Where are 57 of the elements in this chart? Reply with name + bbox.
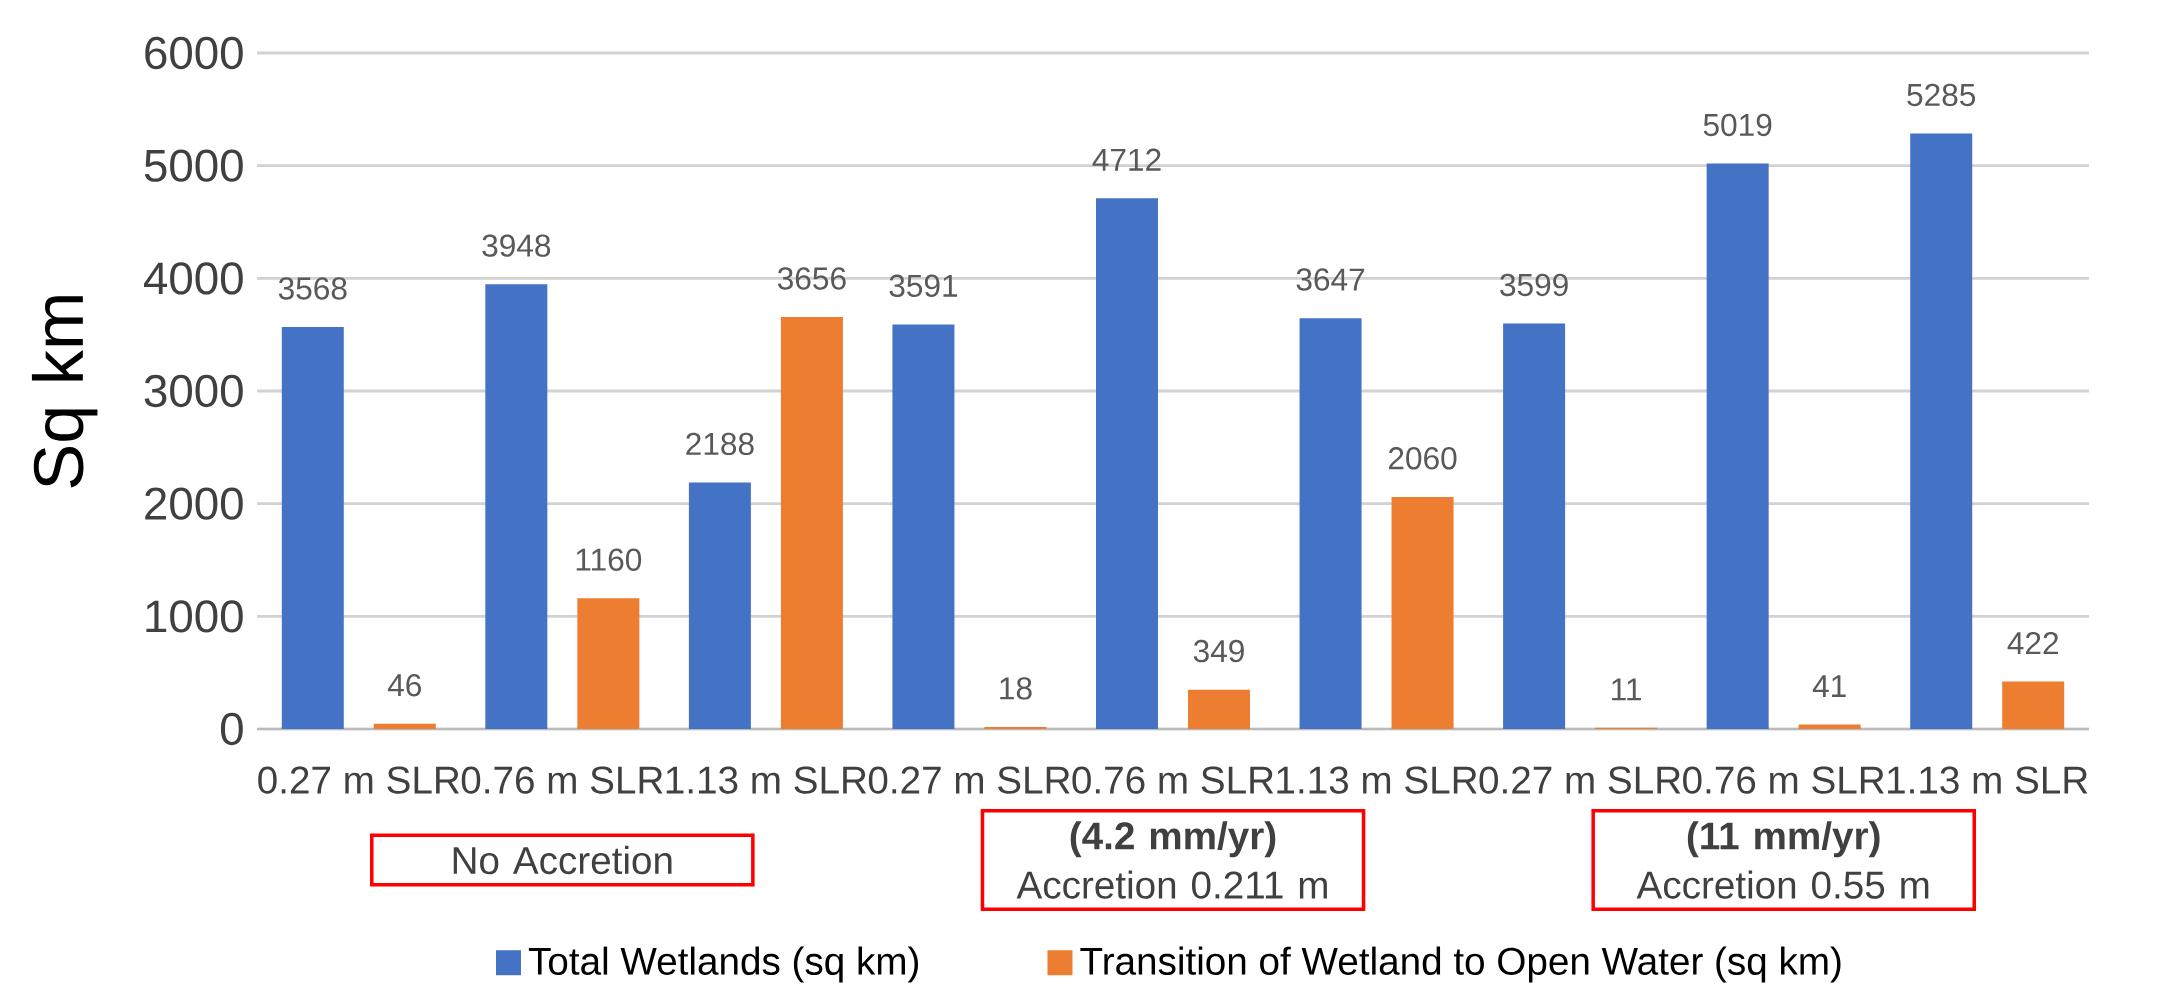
bar bbox=[984, 726, 1047, 730]
data-label: 3568 bbox=[278, 277, 347, 300]
data-label: 18 bbox=[1000, 677, 1032, 700]
data-label: 3599 bbox=[1500, 273, 1568, 297]
bar bbox=[1299, 318, 1362, 730]
y-tick-label: 2000 bbox=[145, 487, 243, 520]
data-label: 5285 bbox=[1907, 83, 1976, 107]
x-tick-label: 0.76 m SLR bbox=[461, 766, 663, 794]
y-tick-label: 1000 bbox=[146, 600, 243, 633]
y-tick-label: 4000 bbox=[143, 262, 243, 295]
text: (11 mm/yr) Accretion 0.55 m bbox=[1636, 821, 1929, 899]
data-label: 11 bbox=[1612, 678, 1641, 701]
bar bbox=[1798, 724, 1861, 730]
bar bbox=[780, 317, 843, 730]
bar bbox=[1188, 689, 1250, 730]
data-label: 4712 bbox=[1092, 148, 1161, 171]
data-label: 349 bbox=[1193, 639, 1244, 663]
text: No Accretion bbox=[453, 845, 672, 875]
x-tick-label: 0.76 m SLR bbox=[1072, 766, 1274, 794]
data-label: 3647 bbox=[1296, 268, 1365, 291]
x-tick-label: 1.13 m SLR bbox=[1888, 766, 2088, 794]
text: (4.2 mm/yr) Accretion 0.211 m bbox=[1016, 821, 1327, 899]
bar bbox=[577, 598, 640, 730]
bar bbox=[373, 723, 436, 730]
x-tick-label: 0.27 m SLR bbox=[868, 766, 1070, 794]
data-label: 5019 bbox=[1703, 113, 1772, 137]
legend-label: Total Wetlands (sq km) bbox=[528, 946, 918, 983]
bar bbox=[281, 327, 344, 730]
data-label: 46 bbox=[387, 674, 421, 697]
data-label: 41 bbox=[1812, 675, 1846, 697]
bar bbox=[1503, 323, 1566, 730]
y-tick-label: 6000 bbox=[145, 36, 243, 70]
bar bbox=[1910, 133, 1973, 730]
data-label: 3656 bbox=[777, 267, 846, 290]
x-tick-label: 0.27 m SLR bbox=[1479, 766, 1681, 794]
y-tick-label: 3000 bbox=[144, 374, 243, 408]
bar bbox=[2002, 681, 2065, 730]
data-label: 3591 bbox=[889, 274, 958, 298]
data-label: 2188 bbox=[686, 432, 754, 456]
data-label: 2060 bbox=[1388, 447, 1457, 470]
bar bbox=[485, 284, 548, 730]
x-tick-label: 1.13 m SLR bbox=[666, 766, 867, 794]
bar bbox=[1095, 198, 1158, 730]
bar bbox=[892, 324, 955, 730]
data-label: 422 bbox=[2007, 631, 2058, 655]
bar bbox=[1391, 496, 1454, 730]
data-label: 1160 bbox=[576, 548, 642, 571]
data-label: 3948 bbox=[482, 234, 551, 257]
x-tick-label: 0.76 m SLR bbox=[1683, 766, 1884, 794]
x-tick-label: 1.13 m SLR bbox=[1277, 766, 1477, 794]
x-tick-label: 0.27 m SLR bbox=[258, 766, 460, 794]
legend-label: Transition of Wetland to Open Water (sq km) bbox=[1080, 946, 1841, 983]
y-tick-label: 5000 bbox=[144, 149, 243, 182]
bar bbox=[1706, 163, 1769, 730]
y-tick-label: 0 bbox=[220, 712, 243, 746]
y-axis-title: Sq km bbox=[31, 296, 98, 488]
bar bbox=[688, 482, 751, 730]
